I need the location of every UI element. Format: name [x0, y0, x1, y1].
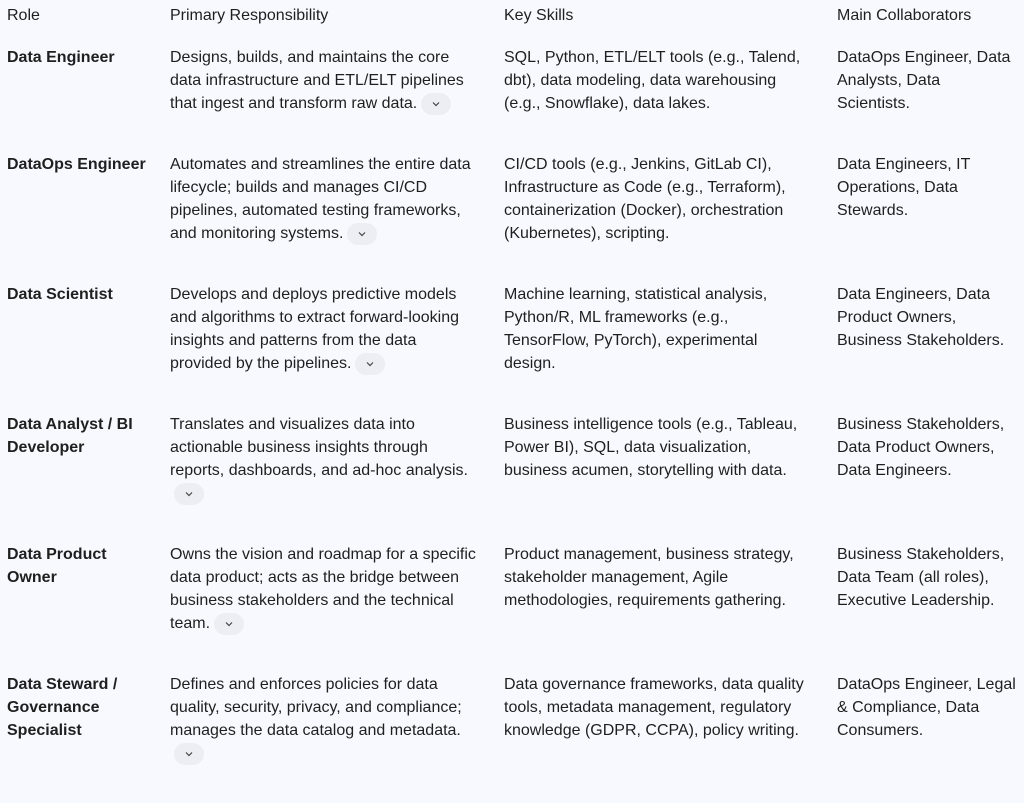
role-cell: Data Product Owner	[7, 546, 107, 586]
role-cell: DataOps Engineer	[7, 156, 146, 173]
responsibility-text: Develops and deploys predictive models a…	[170, 286, 460, 372]
skills-cell: Machine learning, statistical analysis, …	[504, 286, 768, 372]
collaborators-cell: Data Engineers, Data Product Owners, Bus…	[837, 286, 1005, 349]
expand-button[interactable]	[355, 352, 386, 375]
header-collaborators: Main Collaborators	[837, 7, 972, 24]
table-row: DataOps Engineer Automates and streamlin…	[0, 153, 1024, 283]
chevron-down-icon	[184, 749, 194, 759]
skills-cell: Data governance frameworks, data quality…	[504, 676, 804, 739]
expand-button[interactable]	[421, 92, 452, 115]
roles-table: Role Primary Responsibility Key Skills M…	[0, 4, 1024, 803]
table-row: Data Steward / Governance Specialist Def…	[0, 673, 1024, 803]
table-row: Data Analyst / BI Developer Translates a…	[0, 413, 1024, 543]
responsibility-text: Automates and streamlines the entire dat…	[170, 156, 471, 242]
role-cell: Data Analyst / BI Developer	[7, 416, 133, 456]
collaborators-cell: Business Stakeholders, Data Team (all ro…	[837, 546, 1005, 609]
expand-button[interactable]	[174, 482, 204, 505]
responsibility-cell: Automates and streamlines the entire dat…	[170, 153, 504, 283]
header-skills: Key Skills	[504, 7, 574, 24]
responsibility-cell: Translates and visualizes data into acti…	[170, 413, 504, 543]
responsibility-cell: Develops and deploys predictive models a…	[170, 283, 504, 413]
expand-button[interactable]	[214, 612, 245, 635]
responsibility-text: Translates and visualizes data into acti…	[170, 416, 468, 479]
table-row: Data Scientist Develops and deploys pred…	[0, 283, 1024, 413]
role-cell: Data Steward / Governance Specialist	[7, 676, 118, 739]
chevron-down-icon	[224, 619, 234, 629]
responsibility-text: Defines and enforces policies for data q…	[170, 676, 462, 739]
collaborators-cell: DataOps Engineer, Legal & Compliance, Da…	[837, 676, 1016, 739]
chevron-down-icon	[357, 229, 367, 239]
chevron-down-icon	[184, 489, 194, 499]
collaborators-cell: DataOps Engineer, Data Analysts, Data Sc…	[837, 49, 1011, 112]
responsibility-text: Designs, builds, and maintains the core …	[170, 49, 464, 112]
expand-button[interactable]	[347, 222, 378, 245]
skills-cell: SQL, Python, ETL/ELT tools (e.g., Talend…	[504, 49, 801, 112]
responsibility-cell: Defines and enforces policies for data q…	[170, 673, 504, 803]
responsibility-cell: Designs, builds, and maintains the core …	[170, 46, 504, 153]
table-header-row: Role Primary Responsibility Key Skills M…	[0, 4, 1024, 46]
chevron-down-icon	[431, 99, 441, 109]
table-row: Data Product Owner Owns the vision and r…	[0, 543, 1024, 673]
table-row: Data Engineer Designs, builds, and maint…	[0, 46, 1024, 153]
skills-cell: CI/CD tools (e.g., Jenkins, GitLab CI), …	[504, 156, 786, 242]
role-cell: Data Engineer	[7, 49, 115, 66]
chevron-down-icon	[365, 359, 375, 369]
role-cell: Data Scientist	[7, 286, 113, 303]
collaborators-cell: Data Engineers, IT Operations, Data Stew…	[837, 156, 971, 219]
skills-cell: Business intelligence tools (e.g., Table…	[504, 416, 798, 479]
responsibility-cell: Owns the vision and roadmap for a specif…	[170, 543, 504, 673]
skills-cell: Product management, business strategy, s…	[504, 546, 794, 609]
collaborators-cell: Business Stakeholders, Data Product Owne…	[837, 416, 1005, 479]
header-responsibility: Primary Responsibility	[170, 7, 329, 24]
expand-button[interactable]	[174, 742, 204, 765]
header-role: Role	[7, 7, 40, 24]
responsibility-text: Owns the vision and roadmap for a specif…	[170, 546, 476, 632]
